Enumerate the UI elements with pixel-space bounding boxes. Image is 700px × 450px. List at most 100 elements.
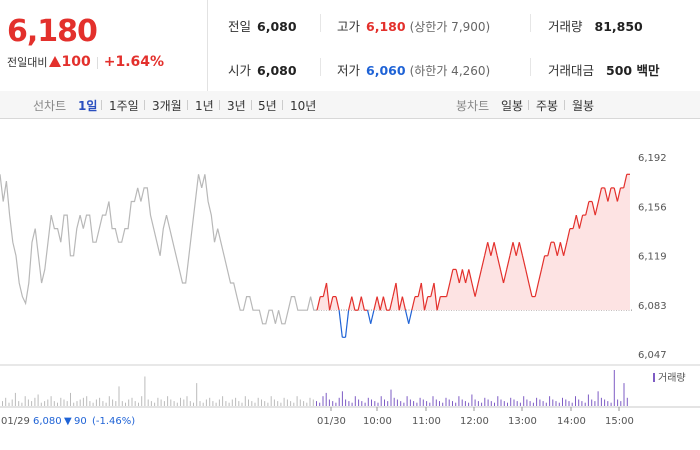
volume-bar	[510, 397, 512, 406]
volume-bar	[309, 397, 311, 406]
volume-bar	[364, 402, 366, 406]
volume-bar	[261, 399, 262, 406]
today-line-segment	[370, 310, 375, 324]
volume-bar	[604, 399, 606, 406]
volume-bar	[121, 401, 123, 406]
volume-bar	[193, 402, 194, 406]
today-line-segment	[408, 310, 413, 324]
volume-bar	[416, 402, 418, 406]
volume-bar	[141, 396, 143, 406]
tab-1week[interactable]: 1주일	[109, 99, 139, 113]
volume-bar	[422, 399, 424, 406]
volume-bar	[390, 389, 392, 406]
x-axis: 01/30 10:00 11:00 12:00 13:00 14:00 15:00	[317, 407, 634, 427]
today-line-segment	[411, 296, 416, 311]
today-line-segment	[395, 282, 400, 311]
volume-bar	[2, 401, 3, 406]
divider	[219, 100, 220, 110]
volume-bar	[73, 402, 75, 406]
today-line-segment	[449, 269, 454, 284]
volume-bar	[555, 401, 557, 406]
tab-1day[interactable]: 1일	[78, 99, 98, 113]
volume-bar	[196, 383, 198, 406]
volume-bar	[293, 402, 295, 406]
volume-bar	[131, 397, 133, 406]
volume-bar	[31, 401, 33, 406]
tab-weekly-candle[interactable]: 주봉	[536, 99, 559, 113]
prev-close-stat: 전일 6,080	[228, 16, 297, 35]
volume-bar	[14, 392, 16, 406]
volume-value: 81,850	[594, 19, 643, 34]
volume-bar	[497, 396, 499, 406]
volume-bar	[273, 399, 275, 406]
today-line-segment	[367, 310, 372, 324]
volume-bar	[37, 394, 39, 406]
volume-bar	[11, 399, 13, 406]
today-line-segment	[420, 282, 426, 311]
today-line-segment	[623, 174, 628, 189]
volume-bar	[549, 396, 551, 406]
volume-bar	[34, 397, 36, 406]
today-line-segment	[607, 187, 612, 202]
today-line-segment	[585, 201, 590, 216]
volume-bar	[115, 401, 117, 406]
today-line-segment	[477, 269, 482, 284]
volume-bar	[76, 401, 78, 406]
volume-bar	[57, 402, 58, 406]
volume-bar	[435, 399, 437, 406]
x-tick-label: 12:00	[460, 416, 489, 427]
volume-bar	[426, 401, 428, 406]
x-tick-label: 01/30	[317, 416, 346, 427]
divider	[282, 100, 283, 110]
tab-1year[interactable]: 1년	[195, 99, 214, 113]
today-line-segment	[591, 201, 596, 216]
today-line-segment	[458, 269, 463, 284]
today-line-segment	[351, 296, 356, 311]
tab-10years[interactable]: 10년	[290, 99, 317, 113]
volume-legend-label: 거래량	[658, 372, 686, 384]
today-line-segment	[563, 242, 568, 256]
volume-bar	[539, 399, 541, 406]
volume-bar	[507, 402, 508, 406]
today-line-segment	[382, 296, 388, 311]
today-line-segment	[325, 282, 331, 311]
today-line-segment	[461, 269, 467, 284]
volume-bar	[565, 399, 567, 406]
amount-value: 500 백만	[606, 63, 660, 78]
volume-bar	[490, 401, 492, 406]
volume-bar	[571, 402, 573, 406]
today-line-segment	[534, 282, 539, 297]
volume-bar	[345, 399, 347, 406]
low-label: 저가	[337, 63, 361, 78]
tab-5years[interactable]: 5년	[258, 99, 277, 113]
y-tick-label: 6,083	[638, 301, 667, 312]
tab-3years[interactable]: 3년	[227, 99, 246, 113]
volume-bar	[562, 397, 563, 406]
volume-bar	[157, 397, 159, 406]
volume-bar	[484, 397, 486, 406]
volume-bar	[89, 401, 91, 406]
volume-bar	[79, 399, 81, 406]
volume-bar	[620, 401, 622, 406]
today-line-segment	[465, 269, 470, 284]
change-value: 100	[61, 54, 91, 70]
today-line-segment	[502, 269, 508, 284]
divider	[320, 58, 321, 76]
volume-bar	[112, 399, 114, 406]
tab-3months[interactable]: 3개월	[152, 99, 182, 113]
today-line-segment	[430, 282, 435, 297]
volume-bar	[235, 397, 237, 406]
tab-daily-candle[interactable]: 일봉	[501, 99, 524, 113]
tab-monthly-candle[interactable]: 월봉	[572, 99, 595, 113]
volume-bar	[503, 401, 505, 406]
volume-bar	[286, 399, 288, 406]
price-box: 6,180 전일대비 100 +1.64%	[0, 0, 208, 91]
volume-bar	[371, 399, 372, 406]
volume-bar	[8, 402, 10, 406]
volume-bar	[21, 402, 23, 406]
volume-bar	[610, 402, 612, 406]
today-line-segment	[578, 214, 584, 229]
volume-bar	[452, 401, 453, 406]
volume-bar	[40, 402, 42, 406]
volume-bar	[526, 399, 528, 406]
